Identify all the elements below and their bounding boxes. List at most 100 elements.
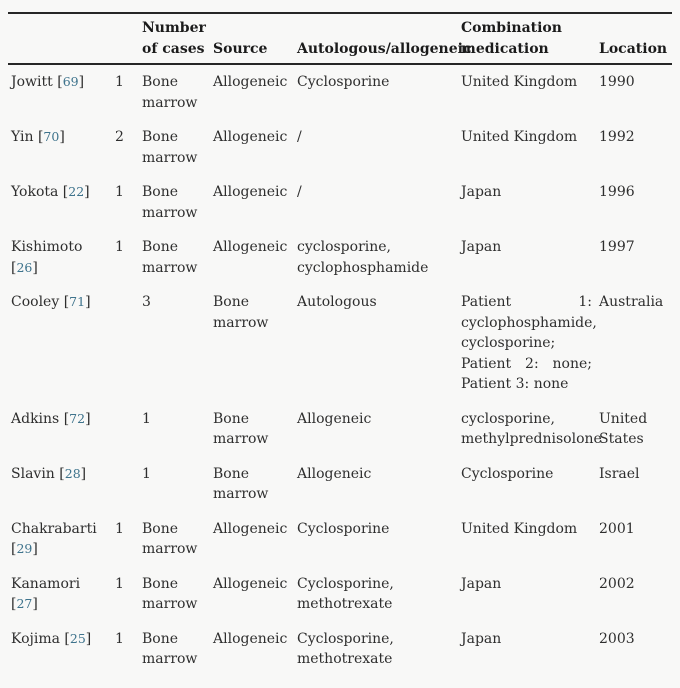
cell-col-2: 1 (115, 520, 124, 537)
author-cell: Kanamori [27] (8, 567, 112, 622)
citation-link[interactable]: 27 (16, 596, 33, 611)
cell-col-4: Allogeneic (213, 74, 288, 90)
cell-col-6: United Kingdom (461, 129, 578, 145)
author-name: Slavin (11, 465, 55, 482)
cell-col-2 (112, 402, 139, 457)
citation-bracket-close: ] (85, 410, 91, 427)
cell-col-4: Allogeneic (213, 239, 288, 255)
cell-col-5: Allogeneic (297, 465, 372, 482)
cell-col-5: Cyclosporine, methotrexate (297, 575, 394, 613)
cell-col-3: Bone marrow (142, 129, 198, 166)
author-name: Chakrabarti (11, 520, 97, 537)
author-cell: Cooley [71] (8, 285, 112, 402)
cell-col-6: Japan (461, 575, 502, 592)
citation-link[interactable]: 72 (69, 410, 86, 426)
cell-col-2: 1 (115, 74, 124, 90)
citation-bracket-open: [ (57, 74, 63, 90)
cell-col-7: 1992 (599, 129, 635, 145)
cell-col-5: / (297, 129, 302, 145)
header-row: Number of cases Source Autologous/alloge… (8, 13, 672, 65)
author-name: Kanamori (11, 575, 81, 592)
table-row: Kishimoto [26] 1 Bone marrow Allogeneic … (8, 230, 672, 285)
author-cell: Kojima [25] (8, 622, 112, 677)
column-header-spacer (112, 13, 139, 65)
cell-col-3: Bone marrow (142, 630, 198, 668)
cell-col-6: Japan (461, 630, 502, 647)
citation-bracket-close: ] (59, 129, 65, 145)
cell-col-5: Cyclosporine (297, 74, 390, 90)
cell-col-5: Cyclosporine (297, 520, 390, 537)
cell-col-4: Bone marrow (213, 465, 269, 503)
table-body: Jowitt [69] 1 Bone marrow Allogeneic Cyc… (8, 64, 672, 677)
citation: [69] (57, 74, 84, 90)
author-name: Kojima (11, 630, 60, 647)
author-name: Kishimoto (11, 239, 83, 255)
cell-col-3: 1 (142, 465, 151, 482)
author-cell: Yin [70] (8, 120, 112, 175)
citation-link[interactable]: 29 (16, 541, 33, 556)
cell-col-2: 1 (115, 575, 124, 592)
cell-col-5: / (297, 184, 302, 200)
cell-col-6: Japan (461, 184, 502, 200)
citation-bracket-open: [ (64, 630, 70, 647)
cell-col-7: United States (599, 410, 648, 448)
cell-col-2: 1 (115, 239, 124, 255)
table-row: Yin [70] 2 Bone marrow Allogeneic / Unit… (8, 120, 672, 175)
citation-link[interactable]: 25 (69, 630, 86, 646)
citation-link[interactable]: 71 (69, 294, 86, 309)
cell-col-7: 1990 (599, 74, 635, 90)
table-header: Number of cases Source Autologous/alloge… (8, 13, 672, 65)
cell-col-4: Allogeneic (213, 129, 288, 145)
citation: [25] (64, 631, 91, 647)
citation: [29] (11, 541, 38, 557)
citation-link[interactable]: 22 (68, 184, 85, 199)
table-row: Adkins [72] 1 Bone marrow Allogeneic cyc… (8, 402, 672, 457)
cell-col-3: Bone marrow (142, 74, 198, 111)
cell-col-4: Bone marrow (213, 294, 269, 331)
cell-col-4: Allogeneic (213, 184, 288, 200)
cell-col-5: Autologous (297, 294, 377, 310)
citation-bracket-close: ] (32, 259, 38, 276)
cell-col-5: Allogeneic (297, 410, 372, 427)
cell-col-2 (112, 285, 139, 402)
cell-col-6: Japan (461, 239, 502, 255)
cell-col-3: Bone marrow (142, 520, 198, 558)
citation-bracket-open: [ (62, 184, 69, 200)
author-cell: Adkins [72] (8, 402, 112, 457)
citation-bracket-open: [ (11, 596, 17, 612)
table-row: Yokota [22] 1 Bone marrow Allogeneic / J… (8, 175, 672, 230)
column-header-author-empty (8, 13, 112, 65)
cell-col-4: Allogeneic (213, 575, 288, 592)
column-header-autologous-allogeneic: Autologous/allogeneic (294, 13, 471, 65)
cell-col-3: 1 (142, 410, 151, 427)
citation: [22] (63, 184, 90, 200)
citation-link[interactable]: 28 (64, 465, 81, 481)
citation-link[interactable]: 70 (43, 129, 60, 144)
cell-col-7: 2001 (599, 520, 635, 537)
cell-col-6: United Kingdom (461, 520, 578, 537)
citation-bracket-open: [ (59, 465, 65, 482)
cell-col-3: Bone marrow (142, 184, 198, 221)
cell-col-6: Patient 1: cyclophosphamide, cyclosporin… (461, 294, 597, 392)
citation: [72] (64, 411, 91, 427)
citation-link[interactable]: 69 (62, 74, 79, 89)
author-name: Adkins (11, 410, 60, 427)
citation-link[interactable]: 26 (16, 259, 33, 275)
citation-bracket-open: [ (63, 410, 70, 427)
table-row: Cooley [71] 3 Bone marrow Autologous Pat… (8, 285, 672, 402)
author-name: Yin (11, 129, 34, 145)
author-name: Jowitt (11, 74, 53, 90)
cell-col-2: 1 (115, 184, 124, 200)
citation-bracket-open: [ (37, 129, 44, 145)
citation-bracket-close: ] (85, 294, 91, 310)
author-name: Yokota (11, 184, 59, 200)
author-name: Cooley (11, 294, 60, 310)
author-cell: Jowitt [69] (8, 64, 112, 120)
table-row: Kojima [25] 1 Bone marrow Allogeneic Cyc… (8, 622, 672, 677)
cell-col-5: Cyclosporine, methotrexate (297, 630, 394, 668)
citation-bracket-close: ] (78, 74, 85, 90)
cell-col-3: Bone marrow (142, 575, 198, 613)
cell-col-4: Allogeneic (213, 520, 288, 537)
cell-col-2 (112, 457, 139, 512)
